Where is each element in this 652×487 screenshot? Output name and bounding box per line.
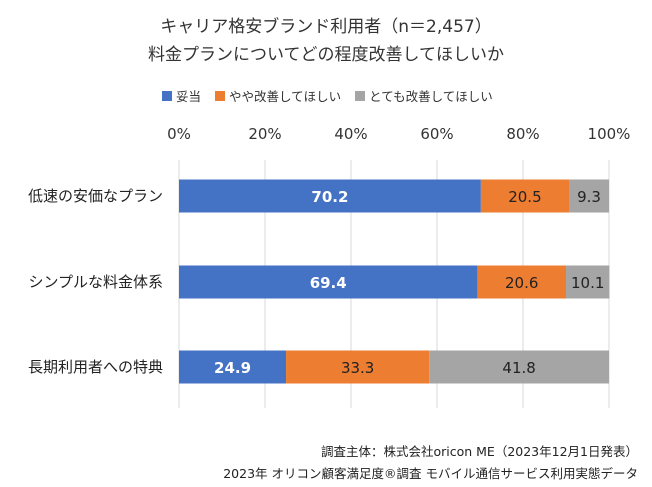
source-line2: 2023年 オリコン顧客満足度®調査 モバイル通信サービス利用実態データ bbox=[223, 466, 638, 481]
legend-label-0: 妥当 bbox=[176, 89, 202, 104]
chart-legend: 妥当 やや改善してほしい とても改善してほしい bbox=[162, 86, 493, 105]
data-label-0-2: 9.3 bbox=[577, 188, 601, 206]
x-tick-label-0: 0% bbox=[167, 125, 191, 143]
x-tick-label-3: 60% bbox=[420, 125, 453, 143]
bar-segment-0-1 bbox=[480, 179, 570, 213]
data-label-0-1: 20.5 bbox=[508, 188, 541, 206]
bar-segment-1-1 bbox=[477, 265, 566, 299]
chart-title-line1: キャリア格安ブランド利用者（n＝2,457） bbox=[160, 17, 492, 37]
legend-swatch-0 bbox=[162, 90, 172, 101]
data-label-0-0: 70.2 bbox=[311, 188, 348, 206]
legend-swatch-2 bbox=[355, 90, 366, 101]
x-tick-label-4: 80% bbox=[506, 125, 539, 143]
legend-item-0: 妥当 bbox=[162, 86, 201, 105]
bar-segment-0-0 bbox=[179, 179, 481, 213]
x-tick-label-5: 100% bbox=[588, 125, 631, 143]
legend-label-1: やや改善してほしい bbox=[229, 89, 342, 104]
source-line1: 調査主体：株式会社oricon ME（2023年12月1日発表） bbox=[320, 444, 638, 459]
data-label-2-1: 33.3 bbox=[341, 359, 374, 377]
data-label-2-2: 41.8 bbox=[502, 359, 535, 377]
bar-segment-1-0 bbox=[179, 265, 478, 299]
bar-segment-1-2 bbox=[566, 265, 610, 299]
data-label-2-0: 24.9 bbox=[214, 359, 251, 377]
legend-item-2: とても改善してほしい bbox=[355, 86, 493, 105]
bar-segment-2-1 bbox=[286, 350, 430, 384]
category-label-1: シンプルな料金体系 bbox=[28, 273, 163, 291]
x-tick-label-2: 40% bbox=[334, 125, 367, 143]
legend-item-1: やや改善してほしい bbox=[215, 86, 341, 105]
bar-segment-2-2 bbox=[429, 350, 609, 384]
category-label-0: 低速の安価なプラン bbox=[28, 187, 163, 205]
x-tick-label-1: 20% bbox=[248, 125, 281, 143]
bar-segment-2-0 bbox=[179, 350, 287, 384]
legend-swatch-1 bbox=[215, 90, 226, 101]
data-label-1-0: 69.4 bbox=[310, 274, 347, 292]
legend-label-2: とても改善してほしい bbox=[369, 89, 493, 104]
data-label-1-2: 10.1 bbox=[571, 274, 604, 292]
category-label-2: 長期利用者への特典 bbox=[28, 358, 163, 376]
chart-title-line2: 料金プランについてどの程度改善してほしいか bbox=[148, 45, 504, 65]
bar-segment-0-2 bbox=[569, 179, 609, 213]
data-label-1-1: 20.6 bbox=[505, 274, 538, 292]
